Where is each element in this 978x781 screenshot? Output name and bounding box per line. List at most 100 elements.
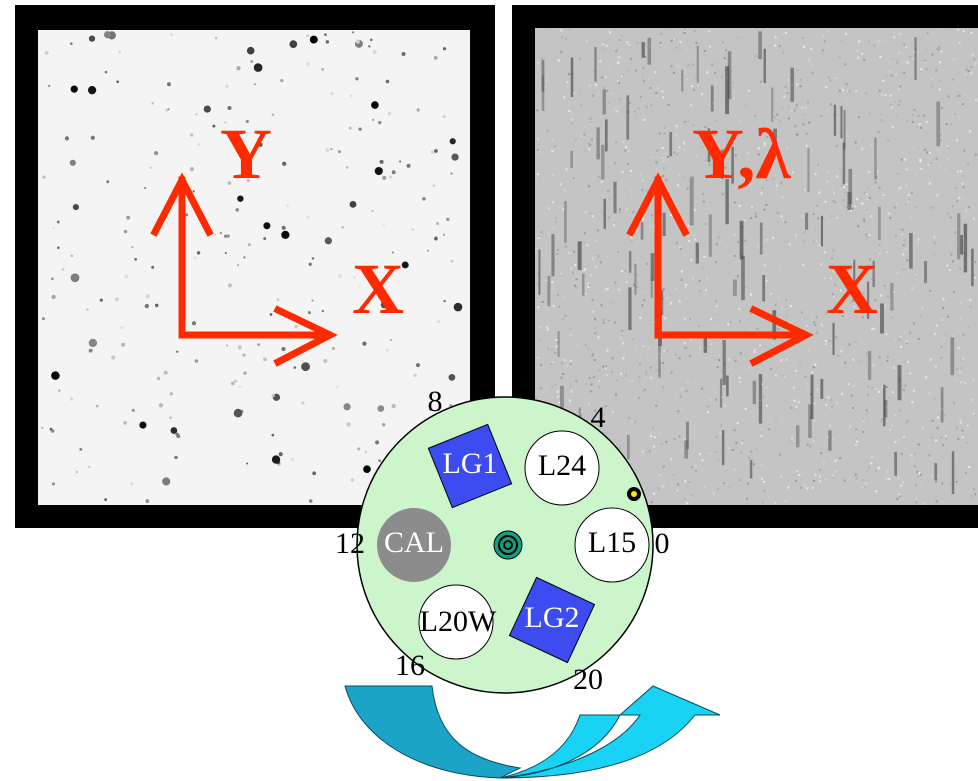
texture	[970, 32, 972, 34]
texture	[803, 484, 805, 486]
texture	[382, 176, 386, 180]
texture	[587, 348, 589, 350]
texture	[855, 152, 857, 154]
texture	[578, 241, 582, 270]
texture	[70, 160, 76, 166]
y-label: Y	[220, 114, 272, 194]
texture	[925, 49, 927, 51]
texture	[568, 73, 570, 75]
texture	[709, 452, 711, 454]
texture	[853, 385, 855, 387]
texture	[821, 324, 823, 326]
texture	[954, 113, 956, 115]
texture	[875, 181, 877, 183]
texture	[628, 287, 631, 330]
texture	[556, 187, 558, 189]
texture	[874, 104, 876, 106]
texture	[832, 475, 834, 477]
texture	[836, 402, 838, 404]
texture	[618, 39, 620, 41]
texture	[763, 481, 765, 483]
texture	[378, 459, 381, 462]
texture	[687, 120, 689, 122]
texture	[863, 220, 865, 222]
texture	[959, 268, 961, 270]
texture	[824, 399, 826, 401]
texture	[670, 303, 672, 305]
texture	[570, 151, 573, 168]
texture	[917, 115, 919, 117]
texture	[662, 386, 664, 388]
texture	[899, 495, 901, 497]
texture	[193, 190, 195, 192]
texture	[560, 29, 562, 31]
texture	[782, 220, 784, 222]
texture	[939, 61, 941, 63]
texture	[807, 101, 809, 103]
texture	[643, 80, 645, 82]
texture	[855, 341, 857, 343]
texture	[946, 145, 948, 147]
texture	[537, 233, 539, 235]
texture	[681, 178, 683, 180]
texture	[608, 69, 610, 71]
texture	[70, 42, 73, 45]
texture	[865, 482, 867, 484]
texture	[170, 33, 173, 36]
texture	[898, 270, 900, 272]
texture	[594, 327, 596, 329]
texture	[560, 183, 562, 185]
texture	[955, 187, 957, 189]
texture	[547, 276, 550, 306]
texture	[71, 85, 78, 92]
texture	[603, 49, 605, 51]
texture	[560, 275, 562, 277]
texture	[535, 248, 537, 250]
texture	[691, 466, 693, 468]
texture	[828, 430, 831, 450]
texture	[561, 36, 563, 38]
texture	[946, 437, 948, 439]
texture	[427, 250, 429, 252]
texture	[879, 90, 881, 92]
texture	[838, 55, 840, 57]
texture	[629, 44, 631, 46]
texture	[708, 458, 710, 460]
texture	[817, 164, 819, 166]
texture	[799, 362, 801, 364]
texture	[225, 252, 227, 254]
texture	[897, 173, 899, 175]
texture	[887, 140, 889, 142]
texture	[887, 356, 889, 358]
texture	[765, 204, 767, 206]
texture	[905, 230, 907, 232]
texture	[751, 206, 753, 208]
texture	[574, 264, 576, 266]
texture	[960, 99, 962, 101]
texture	[165, 109, 167, 111]
texture	[380, 160, 384, 164]
texture	[899, 83, 901, 85]
texture	[614, 108, 616, 110]
texture	[709, 46, 711, 48]
texture	[236, 66, 240, 70]
texture	[825, 340, 827, 342]
texture	[557, 391, 559, 393]
texture	[861, 148, 863, 150]
texture	[974, 261, 976, 263]
texture	[841, 207, 843, 209]
texture	[685, 286, 687, 288]
texture	[628, 183, 630, 185]
texture	[690, 259, 692, 261]
texture	[973, 190, 975, 192]
texture	[586, 244, 588, 246]
texture	[539, 326, 541, 328]
texture	[257, 343, 260, 346]
texture	[938, 49, 940, 51]
texture	[941, 387, 944, 422]
texture	[52, 482, 55, 485]
texture	[956, 95, 958, 97]
texture	[839, 457, 841, 459]
texture	[597, 229, 599, 231]
texture	[123, 421, 127, 425]
